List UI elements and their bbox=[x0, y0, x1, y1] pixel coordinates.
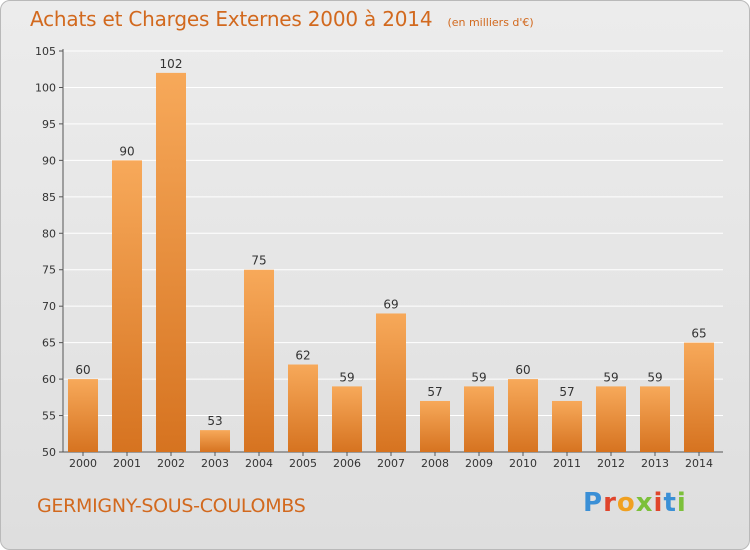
proxiti-logo: Proxiti bbox=[583, 488, 687, 518]
data-label: 69 bbox=[383, 297, 398, 311]
bar bbox=[640, 386, 670, 452]
bar bbox=[156, 72, 186, 452]
x-tick-label: 2001 bbox=[113, 457, 141, 470]
chart-subtitle: (en milliers d'€) bbox=[447, 16, 534, 29]
data-label: 65 bbox=[691, 327, 706, 341]
bar bbox=[68, 379, 98, 452]
chart-header: Achats et Charges Externes 2000 à 2014 (… bbox=[30, 7, 534, 31]
data-label: 59 bbox=[339, 370, 354, 384]
y-tick-label: 75 bbox=[42, 264, 56, 277]
bar bbox=[552, 400, 582, 452]
bar bbox=[420, 400, 450, 452]
bar bbox=[288, 364, 318, 452]
bar bbox=[464, 386, 494, 452]
data-label: 57 bbox=[559, 385, 574, 399]
y-tick-label: 65 bbox=[42, 337, 56, 350]
x-tick-label: 2002 bbox=[157, 457, 185, 470]
y-tick-label: 95 bbox=[42, 118, 56, 131]
x-tick-label: 2005 bbox=[289, 457, 317, 470]
logo-letter: P bbox=[583, 488, 604, 518]
data-label: 59 bbox=[471, 370, 486, 384]
x-tick-label: 2000 bbox=[69, 457, 97, 470]
data-labels: 60 90 102 53 75 62 59 69 57 59 60 57 59 59 65 bbox=[75, 57, 706, 428]
y-tick-label: 70 bbox=[42, 300, 56, 313]
bar bbox=[596, 386, 626, 452]
x-tick-label: 2009 bbox=[465, 457, 493, 470]
data-label: 75 bbox=[251, 254, 266, 268]
x-tick-label: 2007 bbox=[377, 457, 405, 470]
bar bbox=[112, 160, 142, 452]
data-label: 57 bbox=[427, 385, 442, 399]
x-tick-label: 2010 bbox=[509, 457, 537, 470]
bar bbox=[376, 313, 406, 452]
logo-letter: r bbox=[603, 488, 617, 518]
data-label: 60 bbox=[515, 363, 530, 377]
x-tick-label: 2011 bbox=[553, 457, 581, 470]
y-tick-label: 80 bbox=[42, 227, 56, 240]
y-tick-label: 50 bbox=[42, 446, 56, 459]
data-label: 53 bbox=[207, 414, 222, 428]
data-label: 62 bbox=[295, 349, 310, 363]
data-label: 59 bbox=[647, 370, 662, 384]
logo-letter: i bbox=[676, 488, 687, 518]
y-tick-label: 60 bbox=[42, 373, 56, 386]
logo-letter: x bbox=[635, 488, 654, 518]
y-tick-label: 90 bbox=[42, 154, 56, 167]
data-label: 59 bbox=[603, 370, 618, 384]
y-tick-label: 105 bbox=[35, 45, 56, 58]
bar bbox=[244, 269, 274, 452]
data-label: 60 bbox=[75, 363, 90, 377]
x-tick-label: 2004 bbox=[245, 457, 273, 470]
bars bbox=[68, 72, 714, 452]
x-tick-label: 2013 bbox=[641, 457, 669, 470]
x-tick-label: 2012 bbox=[597, 457, 625, 470]
logo-letter: t bbox=[663, 488, 677, 518]
commune-name: GERMIGNY-SOUS-COULOMBS bbox=[37, 495, 306, 517]
bar bbox=[508, 379, 538, 452]
bar bbox=[332, 386, 362, 452]
y-tick-label: 100 bbox=[35, 81, 56, 94]
bar bbox=[684, 342, 714, 452]
y-tick-label: 55 bbox=[42, 410, 56, 423]
data-label: 90 bbox=[119, 144, 134, 158]
bar bbox=[200, 430, 230, 452]
chart-title: Achats et Charges Externes 2000 à 2014 bbox=[30, 7, 433, 31]
x-tick-label: 2014 bbox=[685, 457, 713, 470]
logo-letter: i bbox=[653, 488, 664, 518]
x-tick-label: 2003 bbox=[201, 457, 229, 470]
x-tick-label: 2006 bbox=[333, 457, 361, 470]
logo-letter: o bbox=[616, 488, 636, 518]
data-label: 102 bbox=[160, 57, 183, 71]
y-tick-label: 85 bbox=[42, 191, 56, 204]
x-tick-label: 2008 bbox=[421, 457, 449, 470]
